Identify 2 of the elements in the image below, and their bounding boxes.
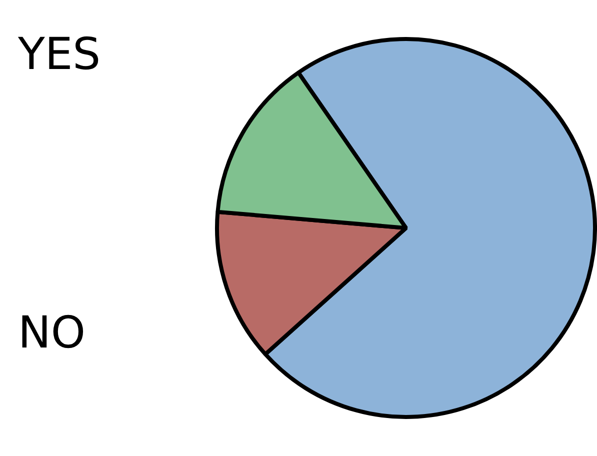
slice-label: YES — [17, 28, 101, 80]
slice-label: NO — [18, 307, 86, 358]
